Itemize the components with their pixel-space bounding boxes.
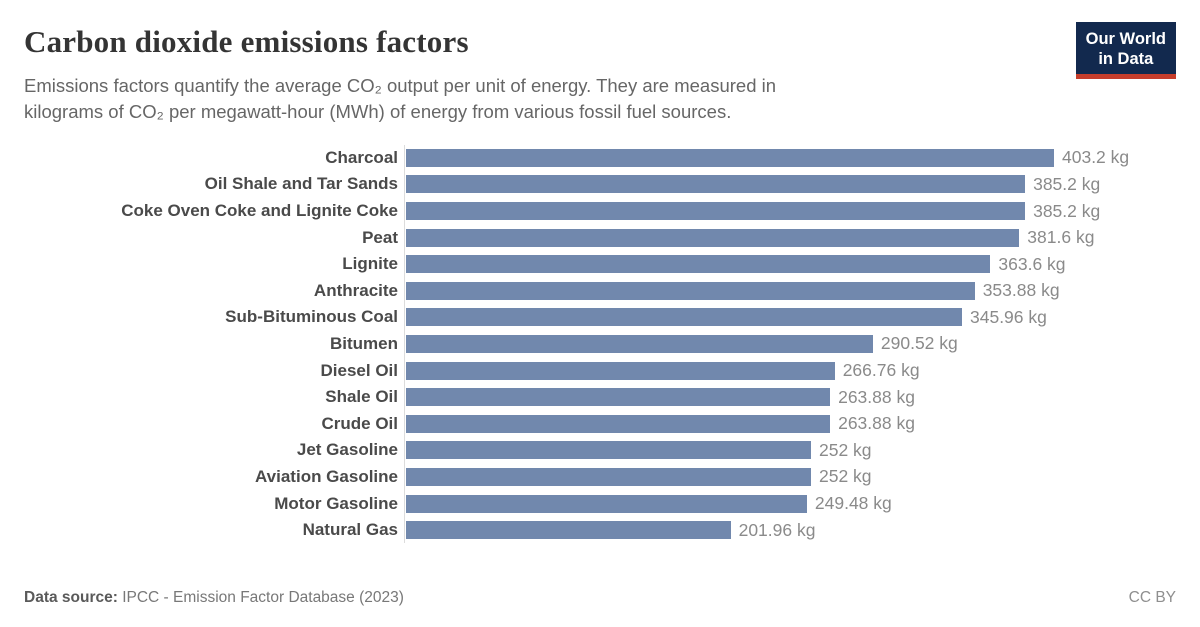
- bar-area: 363.6 kg: [404, 250, 1176, 278]
- category-label: Anthracite: [313, 280, 398, 300]
- bar-area: 266.76 kg: [404, 357, 1176, 384]
- table-row: Natural Gas 201.96 kg: [24, 516, 1176, 544]
- value-label: 263.88 kg: [838, 386, 915, 407]
- bar[interactable]: [406, 255, 991, 274]
- subtitle-line-1: Emissions factors quantify the average C…: [24, 75, 777, 96]
- category-label: Jet Gasoline: [296, 440, 398, 460]
- category-label: Charcoal: [325, 147, 398, 167]
- owid-logo-line-2: in Data: [1098, 50, 1154, 69]
- bar-area: 252 kg: [404, 437, 1176, 464]
- table-row: Peat 381.6 kg: [24, 224, 1176, 251]
- bar-chart: Charcoal 403.2 kg Oil Shale and Tar Sands 3…: [24, 144, 1176, 544]
- value-label: 381.6 kg: [1027, 227, 1095, 248]
- bar[interactable]: [406, 441, 811, 460]
- page-title: Carbon dioxide emissions factors: [24, 24, 469, 59]
- bar[interactable]: [406, 414, 831, 433]
- value-label: 249.48 kg: [814, 493, 892, 514]
- category-label: Peat: [362, 227, 398, 247]
- category-label: Sub-Bituminous Coal: [225, 307, 398, 327]
- bar-area: 249.48 kg: [404, 490, 1176, 517]
- bar[interactable]: [406, 467, 811, 486]
- value-label: 252 kg: [819, 439, 872, 460]
- bar-area: 263.88 kg: [404, 383, 1176, 411]
- table-row: Charcoal 403.2 kg: [24, 144, 1176, 172]
- chart-subtitle: Emissions factors quantify the average C…: [24, 73, 776, 126]
- table-row: Shale Oil 263.88 kg: [24, 383, 1176, 411]
- category-label: Motor Gasoline: [274, 493, 398, 513]
- bar[interactable]: [406, 281, 975, 300]
- subtitle-line-2: kilograms of CO₂ per megawatt-hour (MWh)…: [24, 101, 732, 123]
- category-label: Lignite: [342, 254, 398, 274]
- bar[interactable]: [406, 494, 807, 513]
- table-row: Sub-Bituminous Coal 345.96 kg: [24, 304, 1176, 331]
- table-row: Crude Oil 263.88 kg: [24, 410, 1176, 438]
- bar-area: 353.88 kg: [404, 277, 1176, 305]
- bar-area: 263.88 kg: [404, 410, 1176, 438]
- category-label: Diesel Oil: [320, 360, 398, 380]
- value-label: 385.2 kg: [1033, 173, 1101, 194]
- data-source: Data source: IPCC - Emission Factor Data…: [24, 589, 404, 607]
- bar-area: 290.52 kg: [404, 330, 1176, 358]
- category-label: Aviation Gasoline: [255, 466, 398, 486]
- bar[interactable]: [406, 521, 731, 540]
- value-label: 403.2 kg: [1062, 147, 1130, 168]
- value-label: 290.52 kg: [880, 333, 958, 354]
- table-row: Anthracite 353.88 kg: [24, 277, 1176, 305]
- value-label: 363.6 kg: [998, 253, 1066, 274]
- bar-area: 252 kg: [404, 463, 1176, 491]
- table-row: Bitumen 290.52 kg: [24, 330, 1176, 358]
- value-label: 385.2 kg: [1033, 200, 1101, 221]
- license-link[interactable]: CC BY: [1128, 589, 1176, 606]
- category-label: Shale Oil: [325, 387, 398, 407]
- footer: Data source: IPCC - Emission Factor Data…: [24, 589, 1176, 607]
- bar[interactable]: [406, 361, 835, 380]
- value-label: 263.88 kg: [838, 413, 915, 434]
- data-source-label: Data source:: [24, 589, 118, 606]
- table-row: Oil Shale and Tar Sands 385.2 kg: [24, 171, 1176, 198]
- bar[interactable]: [406, 202, 1026, 221]
- bar-area: 381.6 kg: [404, 224, 1176, 251]
- bar[interactable]: [406, 388, 831, 407]
- category-label: Coke Oven Coke and Lignite Coke: [121, 201, 398, 221]
- bar[interactable]: [406, 228, 1020, 247]
- category-label: Crude Oil: [321, 413, 398, 433]
- table-row: Motor Gasoline 249.48 kg: [24, 490, 1176, 517]
- category-label: Bitumen: [330, 333, 398, 353]
- bar[interactable]: [406, 308, 962, 327]
- bar-area: 403.2 kg: [404, 144, 1176, 172]
- value-label: 201.96 kg: [738, 519, 816, 540]
- table-row: Lignite 363.6 kg: [24, 250, 1176, 278]
- header: Carbon dioxide emissions factors Emissio…: [24, 22, 1176, 126]
- header-text: Carbon dioxide emissions factors Emissio…: [24, 22, 776, 126]
- table-row: Jet Gasoline 252 kg: [24, 437, 1176, 464]
- category-label: Natural Gas: [302, 520, 398, 540]
- bar-area: 385.2 kg: [404, 171, 1176, 198]
- data-source-text: IPCC - Emission Factor Database (2023): [122, 589, 404, 606]
- bar-area: 201.96 kg: [404, 516, 1176, 544]
- bar-area: 385.2 kg: [404, 197, 1176, 225]
- owid-logo-line-1: Our World: [1085, 30, 1166, 48]
- bar-area: 345.96 kg: [404, 304, 1176, 331]
- table-row: Coke Oven Coke and Lignite Coke 385.2 kg: [24, 197, 1176, 225]
- value-label: 345.96 kg: [970, 306, 1047, 327]
- value-label: 266.76 kg: [842, 360, 920, 381]
- bar[interactable]: [406, 334, 873, 353]
- value-label: 252 kg: [819, 466, 872, 487]
- value-label: 353.88 kg: [982, 280, 1060, 301]
- table-row: Aviation Gasoline 252 kg: [24, 463, 1176, 491]
- bar[interactable]: [406, 175, 1026, 194]
- category-label: Oil Shale and Tar Sands: [204, 174, 398, 194]
- bar[interactable]: [406, 148, 1054, 167]
- owid-logo[interactable]: Our World in Data: [1075, 22, 1176, 80]
- table-row: Diesel Oil 266.76 kg: [24, 357, 1176, 384]
